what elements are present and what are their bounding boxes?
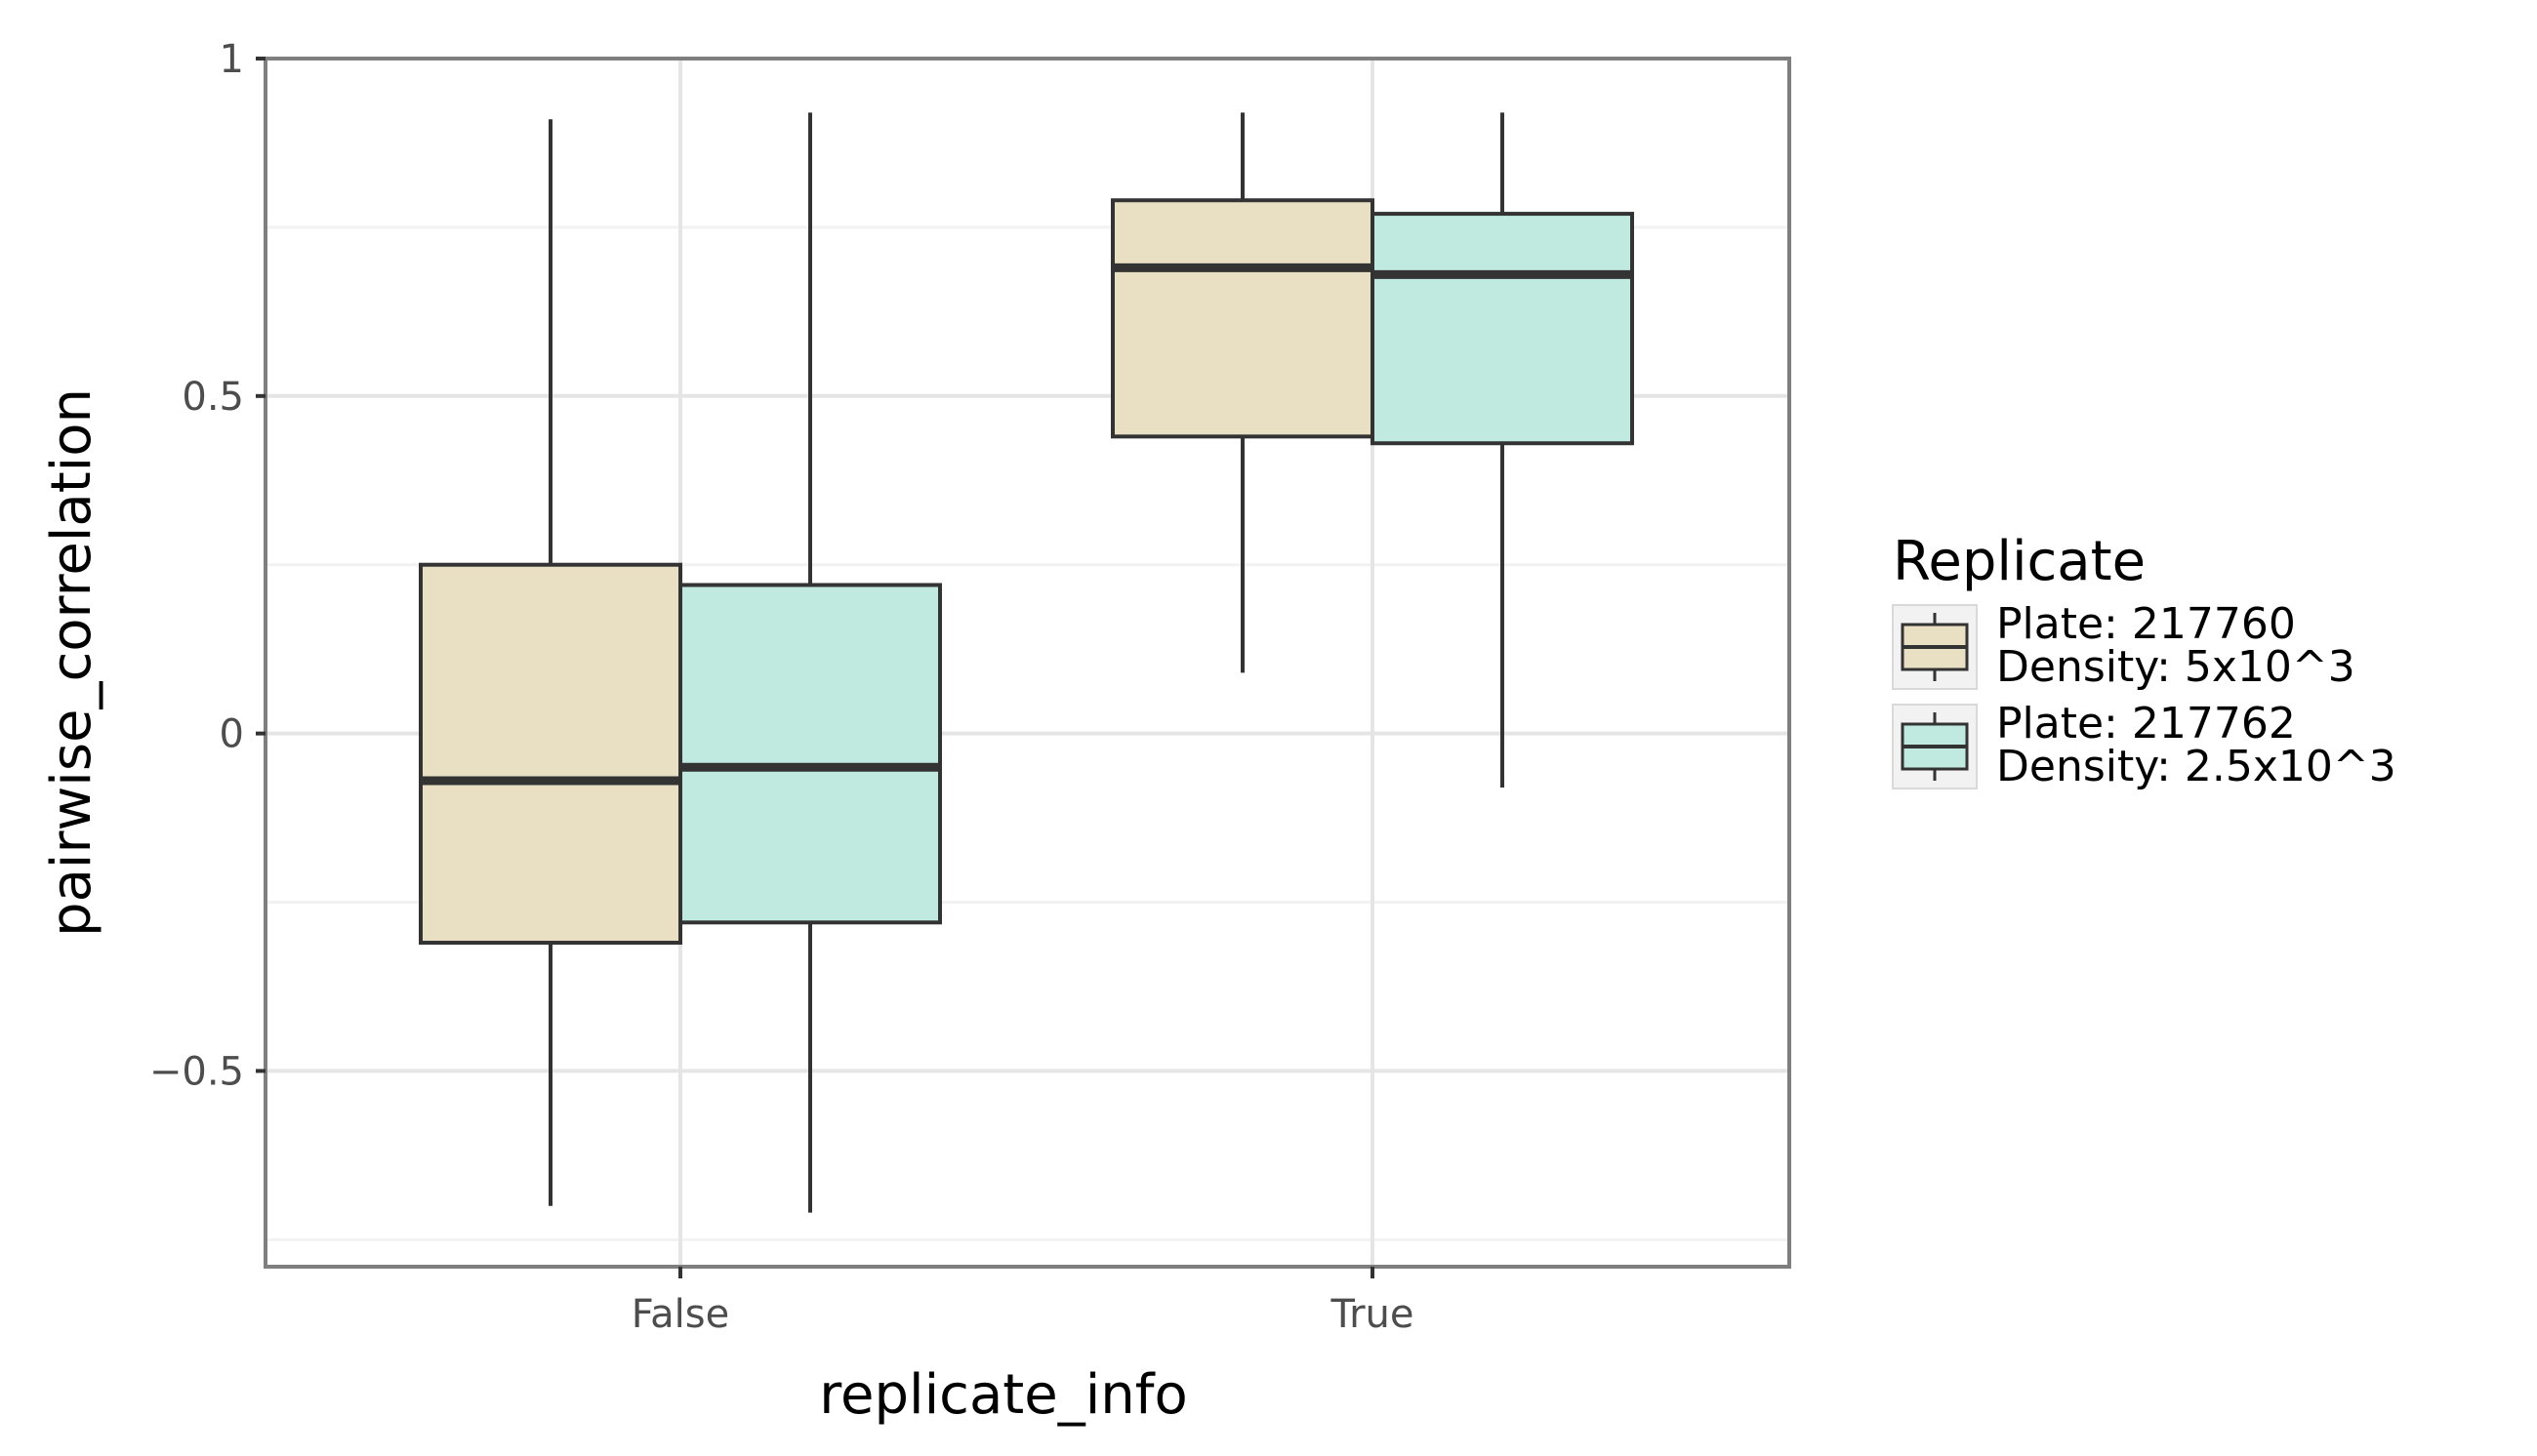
legend-label-line2: Density: 2.5x10^3 bbox=[1996, 742, 2396, 791]
box-false-series-1 bbox=[419, 119, 682, 1206]
legend-title: Replicate bbox=[1893, 530, 2146, 593]
y-tick-label: 1 bbox=[220, 37, 244, 82]
legend-label-line2: Density: 5x10^3 bbox=[1996, 642, 2355, 692]
x-tick-label: False bbox=[632, 1292, 729, 1337]
interquartile-box bbox=[419, 562, 682, 946]
y-tick-label: −0.5 bbox=[149, 1049, 244, 1094]
interquartile-box bbox=[678, 583, 942, 925]
legend-label-line1: Plate: 217760 bbox=[1996, 599, 2296, 649]
plot-panel-border bbox=[264, 57, 1791, 1269]
interquartile-box bbox=[1371, 212, 1634, 446]
x-axis-title: replicate_info bbox=[819, 1363, 1187, 1427]
box-false-series-2 bbox=[678, 112, 942, 1213]
box-true-series-1 bbox=[1111, 112, 1374, 673]
axes-layer: −0.5 0 0.5 1 False True bbox=[149, 37, 1414, 1337]
box-plot-layer bbox=[419, 112, 1634, 1213]
x-tick-label: True bbox=[1330, 1292, 1414, 1337]
y-tick-label: 0 bbox=[220, 712, 244, 757]
y-tick-label: 0.5 bbox=[182, 375, 244, 420]
legend-label-line1: Plate: 217762 bbox=[1996, 699, 2296, 748]
box-true-series-2 bbox=[1371, 112, 1634, 788]
y-axis-title: pairwise_correlation bbox=[40, 388, 103, 937]
interquartile-box bbox=[1111, 198, 1374, 439]
